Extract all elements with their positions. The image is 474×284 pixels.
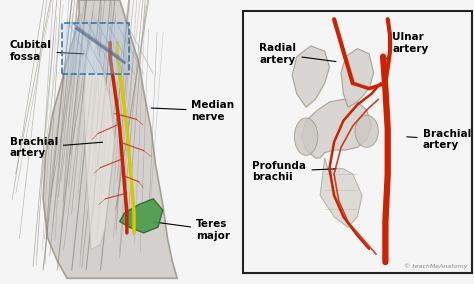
Text: Ulnar
artery: Ulnar artery: [385, 32, 428, 59]
Polygon shape: [84, 34, 115, 250]
Polygon shape: [119, 199, 163, 233]
Text: Profunda
brachii: Profunda brachii: [253, 160, 336, 182]
Text: © teachMeAnatomy: © teachMeAnatomy: [403, 263, 467, 269]
Polygon shape: [62, 23, 129, 74]
Text: Radial
artery: Radial artery: [259, 43, 336, 65]
Text: Median
nerve: Median nerve: [151, 100, 235, 122]
Polygon shape: [341, 49, 374, 107]
Polygon shape: [320, 158, 362, 227]
Text: Cubital
fossa: Cubital fossa: [9, 40, 83, 62]
Polygon shape: [43, 0, 177, 278]
Polygon shape: [292, 46, 329, 107]
Text: Teres
major: Teres major: [154, 219, 230, 241]
Text: Brachial
artery: Brachial artery: [9, 137, 102, 158]
Ellipse shape: [355, 115, 378, 147]
Polygon shape: [301, 99, 372, 158]
Ellipse shape: [294, 118, 318, 155]
Text: Brachial
artery: Brachial artery: [407, 129, 471, 150]
